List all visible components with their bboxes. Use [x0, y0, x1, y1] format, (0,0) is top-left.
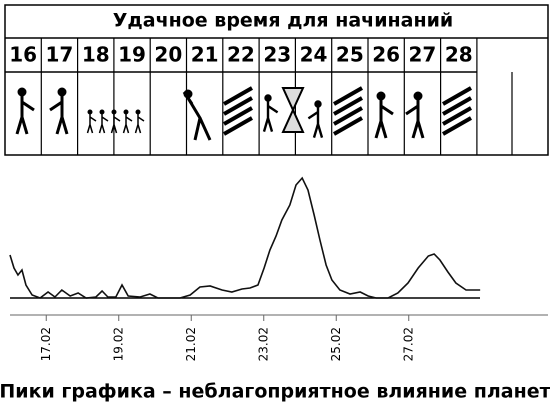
day-number: 24 [300, 43, 328, 67]
figure-body [374, 100, 394, 139]
stripe [442, 96, 472, 116]
x-tick-label: 19.02 [111, 327, 125, 361]
day-number: 21 [191, 43, 219, 67]
day-number: 19 [118, 43, 146, 67]
stripe [442, 116, 472, 136]
figure-head [99, 109, 105, 115]
stripe [333, 106, 363, 126]
figure-body [405, 100, 425, 139]
figure-head [264, 94, 272, 102]
day-number: 23 [263, 43, 291, 67]
hourglass [281, 87, 305, 133]
figure-head [17, 87, 27, 97]
figure-body [49, 96, 69, 135]
figure-body [262, 101, 279, 132]
stripe [442, 106, 472, 126]
chart-caption: Пики графика – неблагоприятное влияние п… [0, 381, 550, 403]
figure-body [86, 114, 97, 134]
stripe [333, 96, 363, 116]
stripe [442, 86, 472, 106]
x-tick-label: 25.02 [329, 327, 343, 361]
day-number: 28 [445, 43, 473, 67]
figure-head [135, 109, 141, 115]
figure-body [122, 114, 133, 134]
stripe [333, 116, 363, 136]
day-number: 16 [9, 43, 37, 67]
x-tick-label: 27.02 [401, 327, 415, 361]
figure-head [413, 91, 423, 101]
figure-head [87, 109, 93, 115]
table-frame [4, 4, 549, 156]
day-number: 26 [372, 43, 400, 67]
day-number: 22 [227, 43, 255, 67]
x-tick-label: 17.02 [39, 327, 53, 361]
day-number: 25 [336, 43, 364, 67]
figure-head [376, 91, 386, 101]
figure-body [98, 114, 109, 134]
figure-head [314, 100, 322, 108]
day-number: 20 [154, 43, 182, 67]
figure-body [182, 91, 212, 141]
day-number: 27 [409, 43, 437, 67]
figure-head [111, 109, 117, 115]
figure-head [57, 87, 67, 97]
stripe [223, 86, 253, 106]
day-number: 17 [46, 43, 74, 67]
x-tick-label: 21.02 [184, 327, 198, 361]
figure-body [307, 107, 324, 138]
figure-head [123, 109, 129, 115]
stripe [223, 106, 253, 126]
stripe [333, 86, 363, 106]
stripe [223, 116, 253, 136]
stripe [223, 96, 253, 116]
table-title: Удачное время для начинаний [113, 10, 453, 32]
day-number: 18 [82, 43, 110, 67]
icons [15, 86, 472, 141]
day-cells: 16 17 18 19 20 21 22 23 24 25 26 27 28 [9, 38, 513, 155]
figure-body [134, 114, 145, 134]
figure-body [110, 114, 121, 134]
x-tick-label: 23.02 [256, 327, 270, 361]
figure-body [15, 96, 35, 135]
line-series [9, 176, 481, 299]
plot: 17.02 19.02 21.02 23.02 25.02 27.02 [9, 176, 548, 361]
